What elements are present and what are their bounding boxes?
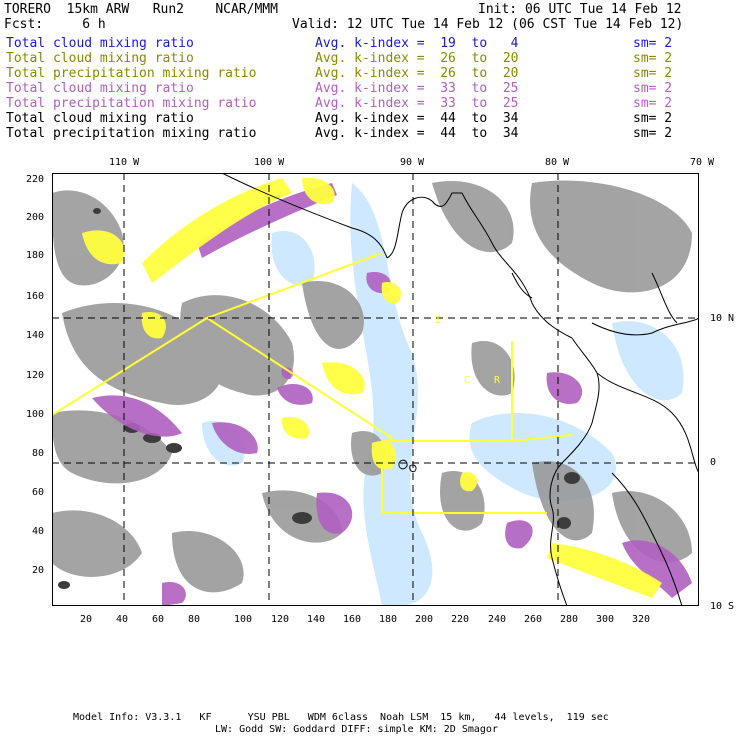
lon-label: 100 W	[254, 157, 285, 168]
legend-field: Total precipitation mixing ratio	[6, 96, 257, 111]
x-tick-label: 60	[152, 614, 165, 625]
x-tick-label: 180	[379, 614, 398, 625]
model-info-line1: Model Info: V3.3.1 KF YSU PBL WDM 6class…	[73, 712, 609, 723]
legend-kindex: Avg. k-index = 26 to 20	[315, 51, 519, 66]
model-info-line2: LW: Godd SW: Goddard DIFF: simple KM: 2D…	[215, 724, 498, 735]
legend-sm: sm= 2	[633, 96, 673, 111]
region-label: R	[494, 375, 501, 386]
lon-label: 110 W	[109, 157, 140, 168]
forecast-map: I C R	[52, 173, 699, 606]
lat-label: 0	[710, 457, 717, 468]
lon-label: 80 W	[545, 157, 570, 168]
purple-field	[92, 183, 692, 606]
region-label: I	[435, 315, 441, 326]
lon-label: 70 W	[690, 157, 715, 168]
lat-lon-grid	[52, 173, 699, 606]
legend-kindex: Avg. k-index = 26 to 20	[315, 66, 519, 81]
legend-sm: sm= 2	[633, 51, 673, 66]
x-tick-label: 140	[307, 614, 326, 625]
x-tick-label: 80	[188, 614, 201, 625]
legend-sm: sm= 2	[633, 81, 673, 96]
model-title: TORERO 15km ARW Run2 NCAR/MMM	[4, 2, 278, 17]
x-tick-label: 320	[632, 614, 651, 625]
map-frame	[52, 173, 699, 606]
yellow-field	[82, 177, 662, 598]
y-tick-label: 20	[32, 565, 45, 576]
legend-field: Total cloud mixing ratio	[6, 81, 194, 96]
lon-label: 90 W	[400, 157, 425, 168]
forecast-hour: Fcst: 6 h	[4, 17, 106, 32]
x-tick-label: 220	[451, 614, 470, 625]
x-tick-label: 20	[80, 614, 93, 625]
y-tick-label: 60	[32, 487, 45, 498]
y-tick-label: 220	[26, 174, 45, 185]
legend-field: Total precipitation mixing ratio	[6, 66, 257, 81]
y-tick-label: 160	[26, 291, 45, 302]
legend-kindex: Avg. k-index = 19 to 4	[315, 36, 519, 51]
legend-kindex: Avg. k-index = 33 to 25	[315, 96, 519, 111]
coastline	[221, 173, 699, 606]
x-tick-label: 200	[415, 614, 434, 625]
yellow-outline	[52, 252, 573, 514]
x-tick-label: 280	[560, 614, 579, 625]
y-tick-label: 40	[32, 526, 45, 537]
legend-field: Total cloud mixing ratio	[6, 51, 194, 66]
legend-kindex: Avg. k-index = 44 to 34	[315, 111, 519, 126]
lat-label: 10 N	[710, 313, 735, 324]
legend-field: Total precipitation mixing ratio	[6, 126, 257, 141]
x-tick-label: 160	[343, 614, 362, 625]
gray-cloud-field	[52, 180, 692, 593]
legend-sm: sm= 2	[633, 111, 673, 126]
x-tick-label: 240	[488, 614, 507, 625]
legend-kindex: Avg. k-index = 44 to 34	[315, 126, 519, 141]
y-tick-label: 200	[26, 212, 45, 223]
legend-sm: sm= 2	[633, 66, 673, 81]
y-tick-label: 80	[32, 448, 45, 459]
x-tick-label: 40	[116, 614, 129, 625]
x-tick-label: 100	[234, 614, 253, 625]
y-tick-label: 120	[26, 370, 45, 381]
legend-kindex: Avg. k-index = 33 to 25	[315, 81, 519, 96]
legend-sm: sm= 2	[633, 36, 673, 51]
legend-field: Total cloud mixing ratio	[6, 36, 194, 51]
legend-sm: sm= 2	[633, 126, 673, 141]
region-label: C	[464, 375, 470, 386]
valid-time: Valid: 12 UTC Tue 14 Feb 12 (06 CST Tue …	[292, 17, 684, 32]
y-tick-label: 180	[26, 250, 45, 261]
x-tick-label: 300	[596, 614, 615, 625]
lat-label: 10 S	[710, 601, 735, 612]
x-tick-label: 260	[524, 614, 543, 625]
y-tick-label: 100	[26, 409, 45, 420]
y-tick-label: 140	[26, 330, 45, 341]
init-time: Init: 06 UTC Tue 14 Feb 12	[478, 2, 682, 17]
legend-field: Total cloud mixing ratio	[6, 111, 194, 126]
x-tick-label: 120	[271, 614, 290, 625]
